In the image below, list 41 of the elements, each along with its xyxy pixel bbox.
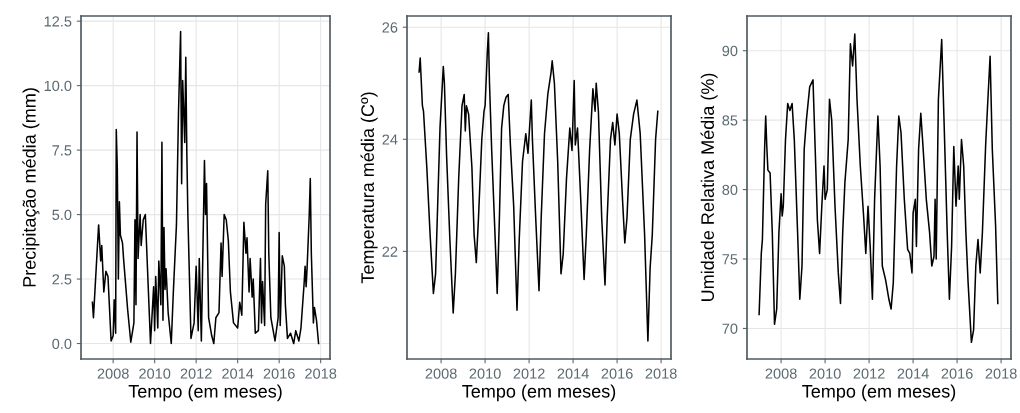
x-tick-label: 2008 — [765, 368, 797, 379]
y-axis-title: Precipitação média (mm) — [22, 88, 40, 287]
x-tick-label: 2010 — [469, 368, 501, 379]
x-tick-label: 2018 — [985, 368, 1017, 379]
x-tick-label: 2012 — [513, 368, 545, 379]
y-tick-label: 7.5 — [52, 145, 72, 156]
y-tick-label: 75 — [722, 254, 738, 265]
x-tick-label: 2014 — [557, 368, 589, 379]
x-tick-label: 2016 — [601, 368, 633, 379]
y-tick-label: 0.0 — [52, 338, 72, 349]
y-tick-label: 12.5 — [44, 16, 72, 27]
x-axis-title: Tempo (em meses) — [802, 384, 956, 402]
y-tick-label: 90 — [722, 45, 738, 57]
x-tick-label: 2008 — [425, 368, 457, 379]
x-tick-label: 2014 — [897, 368, 929, 379]
y-tick-label: 80 — [722, 184, 738, 196]
y-tick-label: 70 — [722, 323, 738, 334]
y-tick-label: 26 — [382, 22, 398, 33]
x-axis-title: Tempo (em meses) — [462, 384, 616, 402]
y-axis-title: Umidade Relativa Média (%) — [700, 73, 718, 301]
line-series — [91, 30, 320, 345]
x-tick-label: 2010 — [139, 368, 171, 379]
y-axis-title: Temperatura média (Cº) — [360, 92, 378, 284]
line-series — [758, 33, 999, 344]
x-tick-label: 2018 — [305, 368, 337, 379]
y-tick-label: 2.5 — [52, 274, 72, 285]
x-tick-label: 2016 — [941, 368, 973, 379]
x-tick-label: 2010 — [809, 368, 841, 379]
x-tick-label: 2012 — [853, 368, 885, 379]
x-tick-label: 2008 — [97, 368, 129, 379]
line-series — [418, 32, 659, 342]
y-tick-label: 10.0 — [44, 80, 72, 92]
x-axis-title: Tempo (em meses) — [128, 384, 282, 402]
x-tick-label: 2018 — [645, 368, 677, 379]
y-tick-label: 85 — [722, 115, 738, 126]
x-tick-label: 2014 — [222, 368, 254, 379]
x-tick-label: 2012 — [180, 368, 212, 379]
y-tick-label: 22 — [382, 246, 398, 257]
x-tick-label: 2016 — [263, 368, 295, 379]
y-tick-label: 24 — [382, 134, 398, 145]
y-tick-label: 5.0 — [52, 209, 72, 221]
